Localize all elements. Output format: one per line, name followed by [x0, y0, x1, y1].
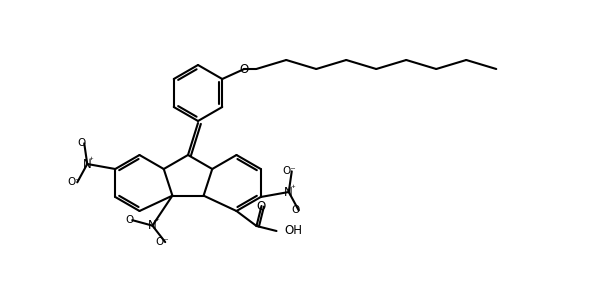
- Text: ⁺: ⁺: [89, 155, 94, 165]
- Text: O⁻: O⁻: [156, 237, 169, 247]
- Text: N: N: [284, 186, 293, 199]
- Text: ⁺: ⁺: [290, 184, 295, 192]
- Text: O: O: [240, 62, 249, 75]
- Text: N: N: [148, 219, 157, 232]
- Text: O: O: [77, 138, 85, 148]
- Text: O: O: [125, 215, 134, 225]
- Text: O⁻: O⁻: [67, 177, 81, 187]
- Text: O: O: [257, 200, 266, 213]
- Text: N: N: [83, 157, 92, 170]
- Text: O: O: [291, 205, 300, 215]
- Text: ⁺: ⁺: [154, 217, 159, 226]
- Text: O⁻: O⁻: [282, 166, 296, 176]
- Text: OH: OH: [284, 224, 303, 237]
